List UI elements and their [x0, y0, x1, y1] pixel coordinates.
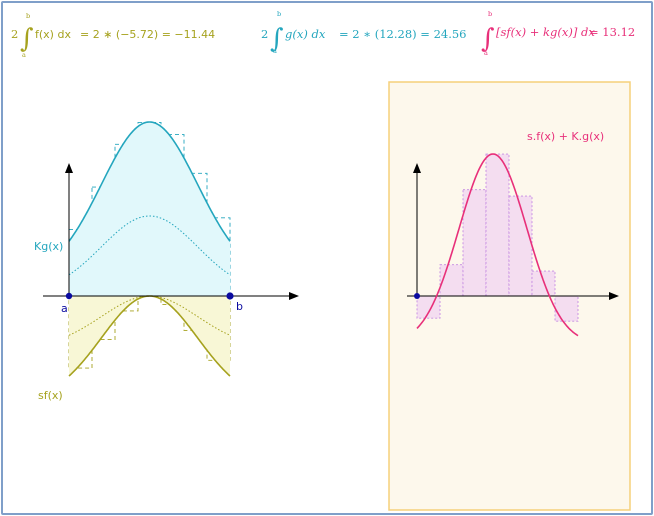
formula-h-lower: a — [484, 49, 488, 57]
g-unscaled-dotted-curve — [68, 215, 231, 276]
point-b[interactable] — [226, 292, 234, 300]
g-area-fill — [69, 122, 230, 296]
formula-f-coef: 2 — [11, 27, 18, 41]
point-a-label: a — [61, 302, 68, 315]
formula-g-upper: b — [277, 10, 281, 18]
formula-f: 2 ∫ b a f(x) dx = 2 ∗ (−5.72) = −11.44 — [11, 12, 215, 59]
sum-rect-1 — [416, 295, 441, 319]
formula-f-lower: a — [22, 51, 26, 59]
integral-sign-h: ∫ — [481, 24, 495, 54]
formula-h: ∫ b a [sf(x) + kg(x)] dx = 13.12 — [481, 10, 635, 57]
kg-curve — [68, 121, 231, 242]
right-graph: s.f(x) + K.g(x) — [407, 130, 619, 337]
sum-rect-6 — [531, 270, 556, 297]
formula-g-rhs: = 2 ∗ (12.28) = 24.56 — [339, 27, 467, 41]
formula-g: 2 ∫ b a g(x) dx = 2 ∗ (12.28) = 24.56 — [261, 10, 467, 55]
sum-rect-5 — [508, 195, 533, 297]
sum-rect-7 — [554, 295, 579, 322]
formula-h-integrand: [sf(x) + kg(x)] dx — [496, 25, 595, 39]
integral-sign-f: ∫ — [20, 24, 34, 54]
kg-label: Kg(x) — [34, 240, 63, 253]
formula-g-integrand: g(x) dx — [285, 27, 326, 41]
formula-f-rhs: = 2 ∗ (−5.72) = −11.44 — [80, 28, 215, 41]
sum-curve — [416, 153, 579, 337]
right-origin-point — [414, 293, 420, 299]
formula-g-coef: 2 — [261, 27, 268, 41]
formula-f-upper: b — [26, 12, 30, 20]
left-graph: a b Kg(x) sf(x) — [34, 121, 299, 402]
f-area-fill — [69, 296, 230, 376]
figure-canvas: 2 ∫ b a f(x) dx = 2 ∗ (−5.72) = −11.44 2… — [11, 10, 635, 511]
sum-label: s.f(x) + K.g(x) — [527, 130, 604, 143]
sum-rect-4 — [485, 153, 510, 297]
point-a[interactable] — [65, 292, 73, 300]
f-rect-3 — [114, 295, 139, 312]
formula-h-rhs: = 13.12 — [589, 25, 635, 39]
integral-sign-g: ∫ — [270, 24, 284, 54]
formula-h-upper: b — [488, 10, 492, 18]
formula-f-integrand: f(x) dx — [35, 28, 71, 41]
sf-label: sf(x) — [38, 389, 63, 402]
point-b-label: b — [236, 300, 243, 313]
formula-g-lower: a — [273, 47, 277, 55]
